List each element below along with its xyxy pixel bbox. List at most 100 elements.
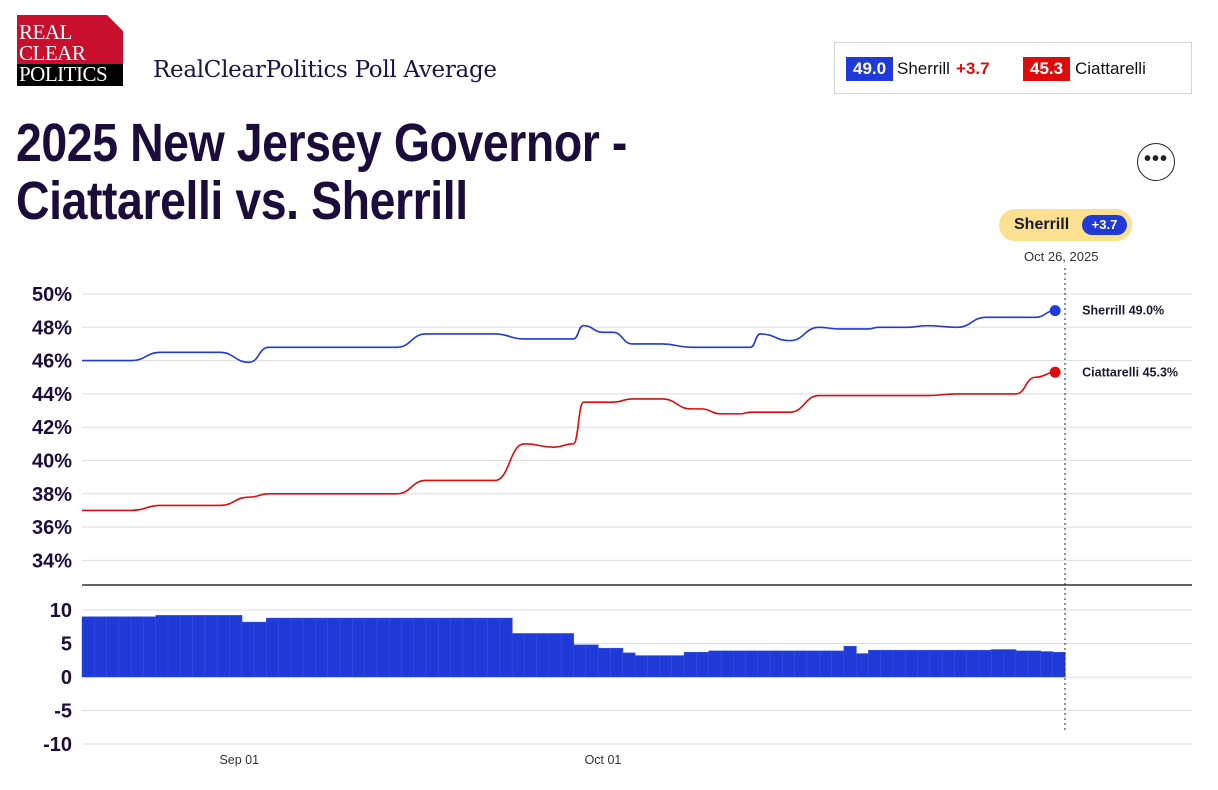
- spread-bar: [610, 647, 624, 678]
- spread-bar: [806, 650, 820, 678]
- spread-bar: [991, 649, 1005, 678]
- ciattarelli-value-chip: 45.3: [1023, 57, 1071, 81]
- spread-bar: [634, 655, 648, 678]
- rcp-logo[interactable]: REAL CLEAR POLITICS: [17, 15, 123, 86]
- spread-bar: [155, 615, 169, 678]
- spread-bar: [1027, 650, 1041, 678]
- spread-bar: [757, 650, 771, 678]
- spread-bar: [622, 652, 636, 678]
- page-title: 2025 New Jersey Governor - Ciattarelli v…: [16, 113, 627, 231]
- xtick-label: Oct 01: [585, 753, 622, 767]
- spread-bar: [855, 653, 869, 678]
- sherrill-value-chip: 49.0: [846, 57, 894, 81]
- spread-bar: [646, 655, 661, 678]
- spread-bar: [266, 617, 280, 678]
- sherrill-legend-name: Sherrill: [897, 59, 950, 78]
- line-ytick-label: 40%: [32, 451, 72, 473]
- candidate-legend: 49.0 Sherrill +3.7 45.3 Ciattarelli: [834, 42, 1192, 94]
- spread-bar: [659, 655, 673, 678]
- spread-bar: [732, 650, 747, 678]
- spread-ytick-label: -10: [43, 734, 72, 756]
- spread-bar: [278, 617, 292, 678]
- ciattarelli-series-line: [81, 371, 1056, 512]
- spread-bar: [253, 621, 267, 678]
- spread-bar: [118, 616, 132, 678]
- spread-bar: [462, 617, 476, 678]
- xtick-label: Sep 01: [219, 753, 259, 767]
- spread-bar: [327, 617, 341, 678]
- leader-name: Sherrill: [1014, 216, 1070, 233]
- spread-bar: [302, 617, 317, 678]
- leader-spread: +3.7: [1082, 215, 1127, 235]
- spread-bar: [450, 617, 464, 678]
- spread-bar: [585, 644, 599, 678]
- spread-bar: [671, 655, 685, 678]
- spread-bar: [831, 650, 845, 678]
- more-options-button[interactable]: •••: [1137, 143, 1175, 181]
- leader-badge: Sherrill +3.7: [999, 209, 1132, 241]
- spread-bar: [560, 633, 575, 678]
- spread-bar: [425, 617, 439, 678]
- page-subtitle: RealClearPolitics Poll Average: [153, 57, 497, 83]
- spread-bar: [216, 615, 231, 678]
- spread-bar: [130, 616, 144, 678]
- spread-bar: [1052, 651, 1066, 678]
- spread-bar: [413, 617, 427, 678]
- spread-bar: [192, 615, 206, 678]
- legend-margin: +3.7: [956, 59, 990, 78]
- sherrill-end-point: [1049, 305, 1061, 317]
- spread-bar: [536, 633, 550, 678]
- sherrill-end-label: Sherrill 49.0%: [1082, 304, 1164, 318]
- spread-bar: [106, 616, 120, 678]
- spread-bar: [94, 616, 108, 678]
- logo-word-real: REAL: [19, 20, 72, 44]
- spread-bar: [782, 650, 796, 678]
- spread-bar: [892, 649, 906, 678]
- spread-bar: [794, 650, 808, 678]
- spread-bar: [143, 616, 157, 678]
- line-ytick-label: 50%: [32, 284, 72, 306]
- spread-bar: [941, 649, 955, 678]
- spread-bar: [81, 616, 95, 678]
- spread-bar: [1040, 651, 1054, 678]
- spread-bar: [954, 649, 968, 678]
- spread-bar: [696, 651, 710, 678]
- ciattarelli-legend-name: Ciattarelli: [1075, 59, 1146, 78]
- spread-bar: [474, 617, 489, 678]
- spread-bar: [745, 650, 759, 678]
- spread-bar: [376, 617, 390, 678]
- spread-bar: [843, 645, 857, 678]
- hover-date: Oct 26, 2025: [1024, 249, 1099, 264]
- spread-ytick-label: 5: [61, 634, 72, 656]
- spread-bar: [966, 649, 980, 678]
- line-ytick-label: 44%: [32, 384, 72, 406]
- spread-ytick-label: -5: [54, 701, 72, 723]
- line-ytick-label: 38%: [32, 484, 72, 506]
- spread-bar: [315, 617, 329, 678]
- spread-bar: [438, 617, 452, 678]
- spread-bar: [597, 647, 611, 678]
- spread-bar: [167, 615, 181, 678]
- spread-bar: [573, 644, 587, 678]
- spread-bar: [1003, 649, 1017, 678]
- logo-word-clear: CLEAR: [19, 41, 86, 65]
- spread-bar: [241, 621, 255, 678]
- spread-bar: [720, 650, 734, 678]
- spread-ytick-label: 10: [50, 600, 72, 622]
- spread-bar: [819, 650, 833, 678]
- spread-bar: [708, 650, 722, 678]
- spread-bar: [352, 617, 366, 678]
- spread-bar: [548, 633, 562, 678]
- logo-black-band: [17, 64, 123, 86]
- spread-bar: [880, 649, 894, 678]
- line-ytick-label: 36%: [32, 517, 72, 539]
- spread-bar: [511, 633, 525, 678]
- line-ytick-label: 48%: [32, 317, 72, 339]
- spread-bar: [401, 617, 415, 678]
- logo-word-politics: POLITICS: [19, 62, 108, 86]
- spread-bar: [364, 617, 378, 678]
- spread-bar: [290, 617, 304, 678]
- spread-bar: [388, 617, 403, 678]
- spread-bar: [683, 651, 697, 678]
